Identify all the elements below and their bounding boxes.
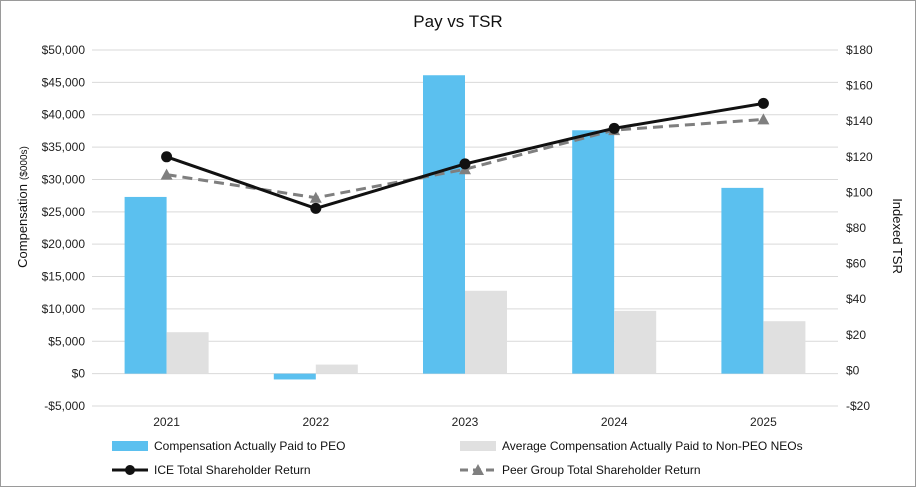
- ice-tsr-point: [310, 202, 322, 214]
- y-tick-label: $0: [72, 367, 86, 381]
- bar-peo-compensation: [273, 373, 316, 380]
- bar-neo-average-compensation: [614, 310, 657, 374]
- y-axis-label: Compensation ($000s): [15, 146, 30, 268]
- y-tick-label: $50,000: [42, 43, 86, 57]
- ice-tsr-point: [608, 122, 620, 134]
- chart-title: Pay vs TSR: [413, 12, 502, 31]
- y-tick-label: $45,000: [42, 75, 86, 89]
- y2-tick-label: $0: [846, 363, 860, 377]
- legend-ice-tsr-marker: [125, 465, 135, 475]
- bar-peo-compensation: [721, 187, 764, 374]
- y2-tick-label: $40: [846, 292, 866, 306]
- y-tick-label: $35,000: [42, 140, 86, 154]
- bar-neo-average-compensation: [763, 321, 806, 374]
- bar-peo-compensation: [124, 196, 167, 374]
- legend-peer-tsr-label: Peer Group Total Shareholder Return: [502, 463, 701, 477]
- y-tick-label: $25,000: [42, 205, 86, 219]
- y2-tick-label: $20: [846, 328, 866, 342]
- x-tick-label: 2021: [153, 415, 180, 429]
- legend-neo-average-compensation-label: Average Compensation Actually Paid to No…: [502, 439, 803, 453]
- bar-series-group: [124, 75, 806, 380]
- bar-neo-average-compensation: [465, 290, 507, 374]
- x-tick-label: 2023: [452, 415, 479, 429]
- legend-peo-compensation-label: Compensation Actually Paid to PEO: [154, 439, 345, 453]
- y2-tick-label: $80: [846, 221, 866, 235]
- x-tick-label: 2025: [750, 415, 777, 429]
- x-tick-label: 2022: [302, 415, 329, 429]
- peer-tsr-point: [309, 191, 322, 203]
- y-tick-label: -$5,000: [44, 399, 85, 413]
- ice-tsr-point: [757, 97, 769, 109]
- legend-peo-compensation-swatch: [112, 441, 148, 451]
- peer-tsr-point: [160, 168, 173, 180]
- x-tick-label: 2024: [601, 415, 628, 429]
- y-tick-label: $5,000: [48, 334, 85, 348]
- y2-tick-label: -$20: [846, 399, 870, 413]
- bar-peo-compensation: [572, 130, 615, 374]
- y-tick-label: $15,000: [42, 270, 86, 284]
- bar-peo-compensation: [423, 75, 465, 374]
- legend: Compensation Actually Paid to PEO Average…: [112, 439, 803, 477]
- y2-tick-label: $120: [846, 150, 873, 164]
- axis-ticks: -$5,000 $0 $5,000 $10,000 $15,000 $20,000 $25,…: [42, 43, 873, 429]
- ice-tsr-point: [459, 158, 471, 170]
- y-tick-label: $20,000: [42, 237, 86, 251]
- legend-ice-tsr-label: ICE Total Shareholder Return: [154, 463, 311, 477]
- bar-neo-average-compensation: [166, 332, 209, 374]
- y-tick-label: $10,000: [42, 302, 86, 316]
- y2-tick-label: $160: [846, 79, 873, 93]
- y-tick-label: $30,000: [42, 172, 86, 186]
- y2-tick-label: $60: [846, 257, 866, 271]
- line-series-group: [160, 97, 770, 214]
- peer-tsr-point: [757, 113, 770, 125]
- bar-neo-average-compensation: [315, 364, 358, 374]
- y2-tick-label: $100: [846, 185, 873, 199]
- ice-tsr-point: [161, 151, 173, 163]
- legend-neo-average-compensation-swatch: [460, 441, 496, 451]
- y-axis-label-unit: ($000s): [19, 146, 30, 180]
- y-axis-label-main: Compensation: [15, 184, 30, 268]
- y-tick-label: $40,000: [42, 108, 86, 122]
- y2-axis-label: Indexed TSR: [890, 198, 905, 274]
- y2-tick-label: $140: [846, 114, 873, 128]
- legend-peer-tsr-marker: [472, 464, 484, 475]
- y2-tick-label: $180: [846, 43, 873, 57]
